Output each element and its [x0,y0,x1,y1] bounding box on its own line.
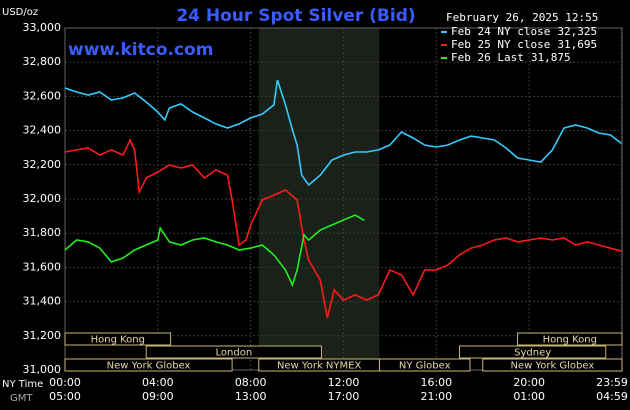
y-tick-label: 31,200 [23,329,62,342]
x-tick-label-gmt: 05:00 [49,390,81,403]
series-line [64,214,365,288]
x-tick-label: 00:00 [49,376,81,389]
session-label: New York Globex [107,361,191,372]
y-axis-label: USD/oz [2,7,38,18]
x-tick-label: 08:00 [235,376,267,389]
legend-value: 32,325 [557,25,597,38]
session-label: Hong Kong [91,335,145,346]
session-bar [459,345,607,359]
x-row-label: GMT [10,393,33,404]
session-bar [64,332,172,346]
session-bar [145,345,322,359]
session-label: Sydney [514,348,551,359]
y-tick-label: 33,000 [23,21,62,34]
x-row-label: NY Time [2,379,43,390]
timestamp: February 26, 2025 12:55 [446,11,598,24]
x-tick-label: 20:00 [513,376,545,389]
y-tick-label: 31,600 [23,260,62,273]
x-tick-label: 23:59 [596,376,628,389]
session-bar [64,358,233,372]
x-tick-label-gmt: 04:59 [596,390,628,403]
y-tick-label: 31,800 [23,226,62,239]
y-tick-label: 32,600 [23,89,62,102]
chart-title: 24 Hour Spot Silver (Bid) [176,6,415,26]
y-tick-label: 32,000 [23,192,62,205]
session-label: New York Globex [510,361,594,372]
x-tick-label: 04:00 [142,376,174,389]
series-line [64,79,622,187]
session-bar [482,358,623,372]
y-tick-label: 31,000 [23,363,62,376]
legend-value: 31,875 [531,51,571,64]
x-tick-label: 12:00 [328,376,360,389]
session-label: Hong Kong [543,335,597,346]
legend-value: 31,695 [557,38,597,51]
x-tick-label-gmt: 01:00 [513,390,545,403]
legend-label: Feb 26 Last [451,51,524,64]
session-label: NY Globex [399,361,451,372]
x-tick-label-gmt: 13:00 [235,390,267,403]
x-tick-label: 16:00 [420,376,452,389]
y-tick-label: 31,400 [23,295,62,308]
y-tick-label: 32,400 [23,124,62,137]
y-tick-label: 32,800 [23,55,62,68]
series-line [64,138,622,319]
legend-label: Feb 25 NY close [451,38,550,51]
x-tick-label-gmt: 21:00 [420,390,452,403]
x-tick-label-gmt: 09:00 [142,390,174,403]
session-label: London [216,348,253,359]
legend-label: Feb 24 NY close [451,25,550,38]
session-label: New York NYMEX [277,361,362,372]
session-bar [378,358,471,372]
x-tick-label-gmt: 17:00 [328,390,360,403]
site-name: www.kitco.com [68,40,213,60]
session-bar [517,332,623,346]
y-tick-label: 32,200 [23,158,62,171]
